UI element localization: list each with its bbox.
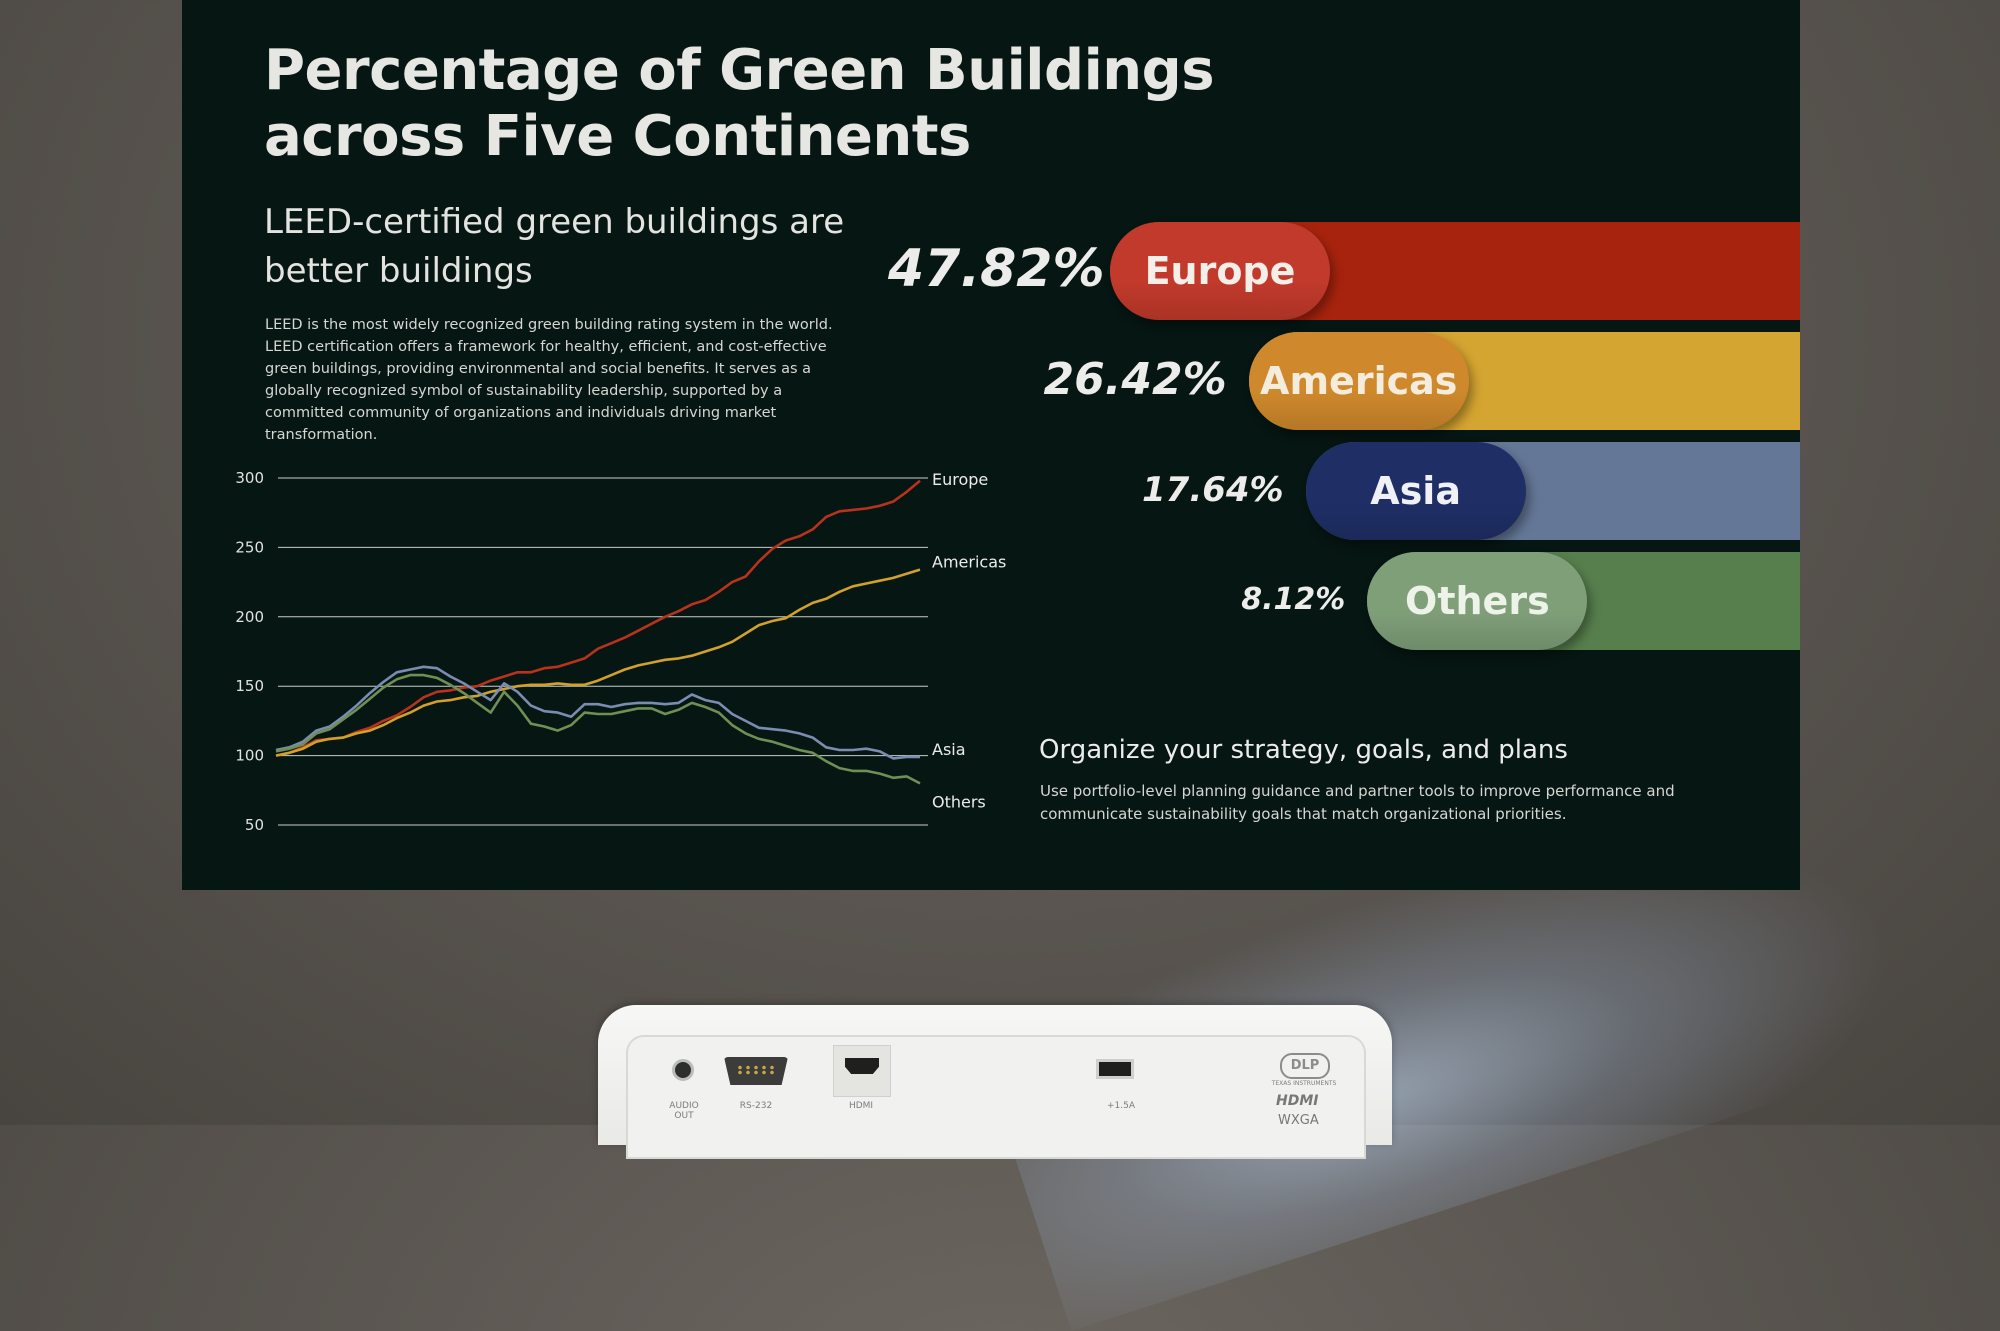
section-title: Organize your strategy, goals, and plans: [1039, 735, 1568, 765]
y-tick-label: 50: [245, 816, 264, 834]
section-body-text: Use portfolio-level planning guidance an…: [1040, 782, 1675, 823]
bar-value-asia: 17.64%: [1142, 469, 1284, 510]
series-label-americas: Americas: [932, 553, 1006, 572]
rs232-port: [724, 1057, 788, 1085]
rs232-label: RS-232: [739, 1101, 773, 1111]
line-chart: 300 250 200 150 100 50 Europe Americas Asia Other…: [235, 469, 1006, 834]
y-tick-label: 300: [235, 469, 264, 487]
y-tick-label: 100: [235, 747, 264, 765]
slide-subtitle: LEED-certified green buildings are bette…: [264, 202, 845, 291]
slide-title: Percentage of Green Buildings across Fiv…: [264, 38, 1215, 169]
y-tick-label: 250: [235, 538, 264, 556]
bar-asia: Asia: [1305, 442, 1800, 540]
hdmi-port-label: HDMI: [848, 1101, 874, 1111]
bar-pill-label-asia: Asia: [1305, 442, 1526, 540]
bar-europe: Europe: [1110, 222, 1800, 320]
series-line-others: [275, 673, 921, 785]
projector-device: AUDIO OUT RS-232 HDMI +1.5A DLP TEXAS IN…: [598, 1005, 1392, 1159]
y-tick-label: 200: [235, 608, 264, 626]
projected-slide: Percentage of Green Buildings across Fiv…: [182, 0, 1800, 890]
bar-pill-label-europe: Europe: [1110, 222, 1330, 320]
projector-port-panel: AUDIO OUT RS-232 HDMI +1.5A DLP TEXAS IN…: [626, 1035, 1366, 1159]
bar-americas: Americas: [1248, 332, 1800, 430]
slide-body-text: LEED is the most widely recognized green…: [265, 317, 833, 443]
bar-value-americas: 26.42%: [1043, 353, 1227, 405]
bar-value-others: 8.12%: [1241, 582, 1346, 618]
y-tick-label: 150: [235, 677, 264, 695]
bar-pill-label-others: Others: [1367, 552, 1588, 650]
resolution-label: WXGA: [1278, 1113, 1319, 1128]
series-label-asia: Asia: [932, 740, 966, 759]
series-line-americas: [275, 568, 921, 757]
series-line-asia: [275, 665, 920, 760]
hdmi-logo: HDMI: [1276, 1093, 1319, 1109]
series-line-europe: [275, 479, 921, 757]
bar-pill-label-americas: Americas: [1248, 332, 1469, 430]
texas-instruments-label: TEXAS INSTRUMENTS: [1271, 1080, 1337, 1087]
dlp-logo: DLP: [1280, 1053, 1330, 1079]
audio-out-label: AUDIO OUT: [669, 1101, 699, 1121]
series-label-europe: Europe: [932, 470, 988, 489]
bar-value-europe: 47.82%: [888, 238, 1105, 299]
usb-port: [1096, 1059, 1134, 1079]
usb-power-label: +1.5A: [1106, 1101, 1135, 1111]
hdmi-port: [845, 1058, 879, 1074]
bar-others: Others: [1367, 552, 1800, 650]
hdmi-port-housing: [833, 1045, 891, 1097]
series-label-others: Others: [932, 792, 986, 811]
audio-out-jack: [672, 1059, 694, 1081]
